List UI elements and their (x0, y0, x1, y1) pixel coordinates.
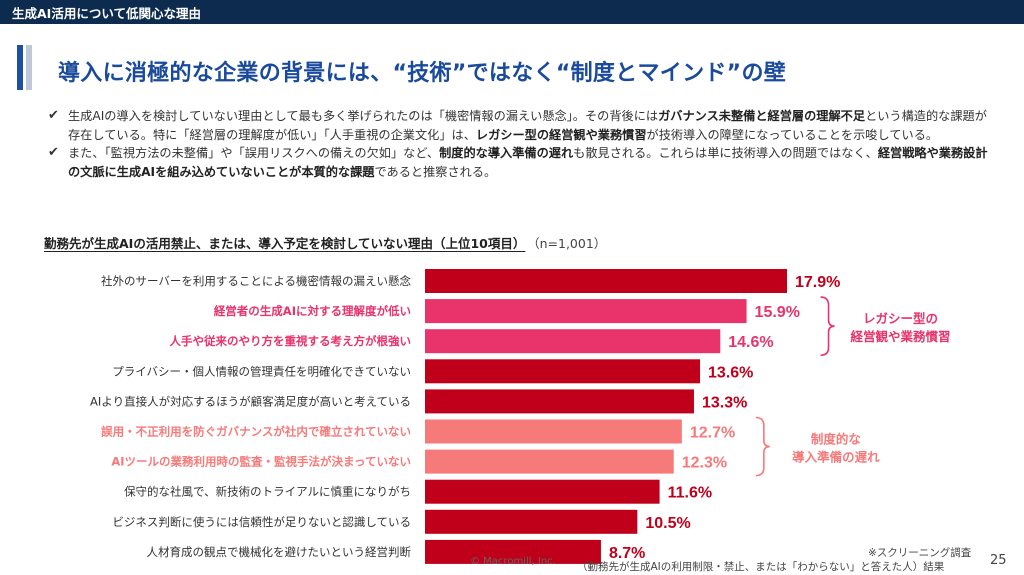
bullet-emphasis: レガシー型の経営観や業務慣習 (475, 127, 647, 142)
bar-2 (425, 299, 747, 324)
group-label: 制度的な (811, 432, 861, 447)
bullet-segment: も散見される。これらは単に技術導入の問題ではなく、 (573, 146, 878, 160)
bullet-segment: また、「監視方法の未整備」や「誤用リスクへの備えの欠如」など、 (68, 146, 440, 160)
bar-3 (425, 329, 721, 354)
bullet-emphasis: 制度的な導入準備の遅れ (439, 146, 574, 160)
check-icon: ✔ (48, 108, 59, 123)
category-label: AIツールの業務利用時の監査・監視手法が決まっていない (111, 455, 411, 469)
bullet-emphasis: 経営戦略や業務設計の文脈に生成AIを組み込めていないことが本質的な課題 (68, 146, 988, 179)
value-label: 13.3% (702, 394, 747, 411)
category-label: 人材育成の観点で機械化を避けたいという経営判断 (147, 545, 412, 559)
group-label: 導入準備の遅れ (792, 450, 880, 465)
bullet-segment: 生成AIの導入を検討していない理由として最も多く挙げられたのは「機密情報の漏えい… (68, 109, 659, 123)
category-label: AIより直接人が対応するほうが顧客満足度が高いと考えている (90, 394, 411, 408)
value-label: 10.5% (645, 515, 690, 532)
page-heading: 導入に消極的な企業の背景には、“技術”ではなく“制度とマインド”の壁 (58, 61, 787, 86)
bar-5 (425, 389, 694, 414)
value-label: 11.6% (668, 485, 712, 502)
bullet-segment: という構造的な課題が存在している。特に「経営層の理解度が低い」「人手重視の企業文… (68, 109, 987, 142)
bar-10 (425, 539, 601, 564)
value-label: 17.9% (795, 274, 840, 291)
check-icon: ✔ (48, 145, 59, 160)
page-number: 25 (990, 553, 1007, 568)
source-note-line-2: （勤務先が生成AIの利用制限・禁止、または「わからない」と答えた人）結果 (577, 561, 945, 573)
bar-8 (425, 479, 660, 504)
chart-title: 勤務先が生成AIの活用禁止、または、導入予定を検討していない理由（上位10項目） (44, 236, 526, 251)
value-label: 8.7% (609, 545, 645, 562)
group-brace (820, 296, 835, 356)
heading-accent-bar-secondary (26, 45, 32, 90)
value-label: 13.6% (708, 364, 753, 381)
category-label: 誤用・不正利用を防ぐガバナンスが社内で確立されていない (101, 425, 411, 439)
bullet-segment: が技術導入の障壁になっていることを示唆している。 (646, 127, 939, 142)
bullet-text: 生成AIの導入を検討していない理由として最も多く挙げられたのは「機密情報の漏えい… (68, 109, 987, 142)
bar-7 (425, 449, 674, 474)
summary-bullet-1: ✔ 生成AIの導入を検討していない理由として最も多く挙げられたのは「機密情報の漏… (48, 107, 988, 144)
category-label: 人手や従来のやり方を重視する考え方が根強い (170, 334, 412, 348)
section-header-bar: 生成AI活用について低関心な理由 (0, 0, 1024, 24)
group-brace (755, 416, 770, 477)
category-label: 社外のサーバーを利用することによる機密情報の漏えい懸念 (101, 274, 412, 288)
bar-6 (425, 419, 682, 444)
summary-bullets: ✔ 生成AIの導入を検討していない理由として最も多く挙げられたのは「機密情報の漏… (48, 107, 988, 181)
bar-1 (425, 269, 787, 293)
value-label: 12.3% (682, 455, 727, 472)
category-label: 保守的な社風で、新技術のトライアルに慎重になりがち (124, 485, 411, 499)
copyright: © Macromill, Inc. (470, 556, 556, 567)
chart-title-line: 勤務先が生成AIの活用禁止、または、導入予定を検討していない理由（上位10項目）… (44, 233, 606, 252)
section-title: 生成AI活用について低関心な理由 (12, 6, 201, 21)
bullet-segment: であると推察される。 (374, 164, 497, 179)
heading-accent-bar (17, 45, 23, 90)
sample-size: （n=1,001） (533, 236, 607, 251)
category-label: ビジネス判断に使うには信頼性が足りないと認識している (112, 515, 411, 529)
source-note-line-1: ※スクリーニング調査 (868, 547, 972, 559)
bullet-text: また、「監視方法の未整備」や「誤用リスクへの備えの欠如」など、制度的な導入準備の… (68, 146, 988, 179)
value-label: 15.9% (755, 304, 800, 321)
summary-bullet-2: ✔ また、「監視方法の未整備」や「誤用リスクへの備えの欠如」など、制度的な導入準… (48, 144, 988, 181)
group-label: レガシー型の (863, 311, 938, 326)
category-label: プライバシー・個人情報の管理責任を明確化できていない (112, 364, 411, 378)
group-label: 経営観や業務慣習 (851, 329, 951, 344)
bar-9 (425, 509, 638, 534)
value-label: 14.6% (728, 334, 773, 351)
value-label: 12.7% (690, 425, 735, 442)
bullet-emphasis: ガバナンス未整備と経営層の理解不足 (658, 109, 866, 123)
bar-4 (425, 359, 701, 384)
category-label: 経営者の生成AIに対する理解度が低い (214, 304, 411, 318)
